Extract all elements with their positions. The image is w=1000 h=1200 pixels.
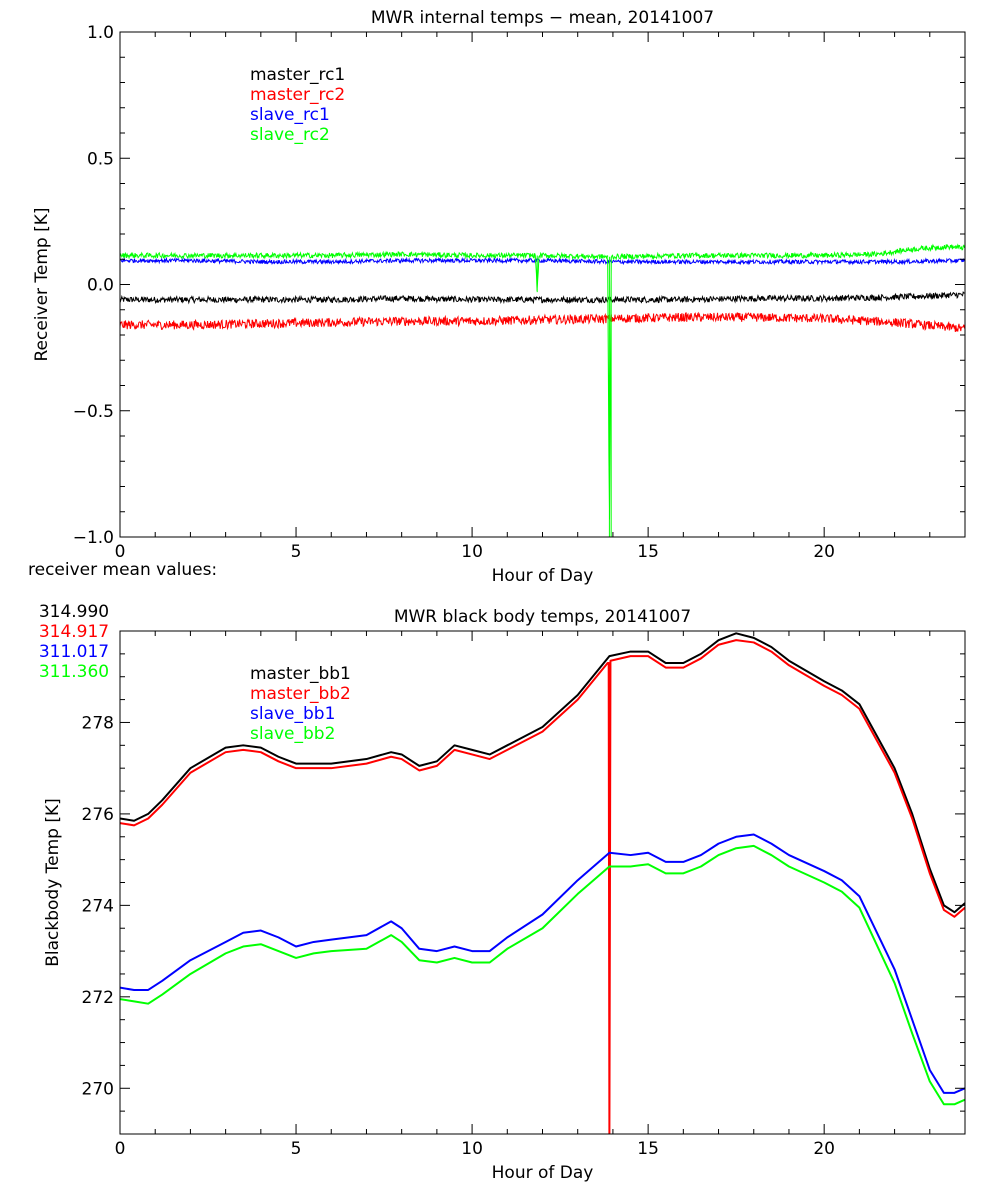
x-axis-label: Hour of Day (492, 1163, 594, 1183)
y-axis-label: Blackbody Temp [K] (43, 798, 63, 967)
y-tick-label: 272 (82, 988, 114, 1008)
legend-master-rc1: master_rc1 (250, 65, 345, 85)
legend-master-bb2: master_bb2 (250, 684, 351, 704)
x-tick-label: 0 (115, 1139, 126, 1159)
chart-title: MWR internal temps − mean, 20141007 (371, 8, 714, 28)
y-tick-label: 278 (82, 713, 114, 733)
plot-frame (119, 630, 966, 1135)
series-slave-bb1 (120, 833, 965, 1094)
y-axis-label: Receiver Temp [K] (32, 207, 52, 361)
receiver-mean-value-slave-rc2: 311.360 (38, 662, 110, 682)
x-tick-label: 15 (637, 542, 659, 562)
chart-panel-2: 0 5 10 15 20 270 272 274 276 278 MWR black body te… (43, 607, 966, 1183)
x-tick-label: 10 (461, 1139, 483, 1159)
y-tick-label: 0.5 (87, 149, 114, 169)
y-tick-label: 1.0 (87, 23, 114, 43)
receiver-mean-value-slave-rc1: 311.017 (38, 642, 110, 662)
x-tick-label: 20 (813, 542, 835, 562)
series-master-rc2 (120, 311, 965, 333)
legend-master-bb1: master_bb1 (250, 664, 351, 684)
y-tick-label: −1.0 (73, 528, 114, 548)
plot-area (120, 632, 965, 1134)
series-slave-rc2 (120, 243, 965, 537)
x-tick-label: 0 (115, 542, 126, 562)
y-tick-label: 274 (82, 896, 114, 916)
y-tick-label: 276 (82, 805, 114, 825)
receiver-mean-value-master-rc1: 314.990 (38, 602, 110, 622)
chart-title: MWR black body temps, 20141007 (394, 607, 691, 627)
series-master-rc1 (120, 291, 965, 305)
legend-slave-bb1: slave_bb1 (250, 704, 335, 724)
plot-frame (119, 31, 966, 538)
x-axis-label: Hour of Day (492, 566, 594, 586)
legend-master-rc2: master_rc2 (250, 85, 345, 105)
chart-panel-1: 0 5 10 15 20 −1.0 −0.5 0.0 0.5 1.0 MWR internal te… (32, 8, 966, 586)
x-tick-label: 10 (461, 542, 483, 562)
y-tick-label: 0.0 (87, 276, 114, 296)
series-master-bb2 (120, 639, 965, 1134)
receiver-mean-caption: receiver mean values: (28, 560, 218, 580)
series-slave-bb2 (120, 844, 965, 1106)
x-tick-label: 15 (637, 1139, 659, 1159)
legend-slave-rc2: slave_rc2 (250, 125, 330, 145)
x-tick-label: 5 (291, 542, 302, 562)
receiver-mean-values: 314.990 314.917 311.017 311.360 (28, 582, 123, 682)
legend-slave-bb2: slave_bb2 (250, 724, 335, 744)
receiver-mean-value-master-rc2: 314.917 (38, 622, 110, 642)
plot-area (120, 243, 965, 537)
x-tick-label: 5 (291, 1139, 302, 1159)
legend-slave-rc1: slave_rc1 (250, 105, 330, 125)
series-slave-rc1 (120, 256, 965, 266)
y-tick-label: 270 (82, 1079, 114, 1099)
y-tick-label: −0.5 (73, 402, 114, 422)
series-master-bb1 (120, 632, 965, 914)
x-tick-label: 20 (813, 1139, 835, 1159)
